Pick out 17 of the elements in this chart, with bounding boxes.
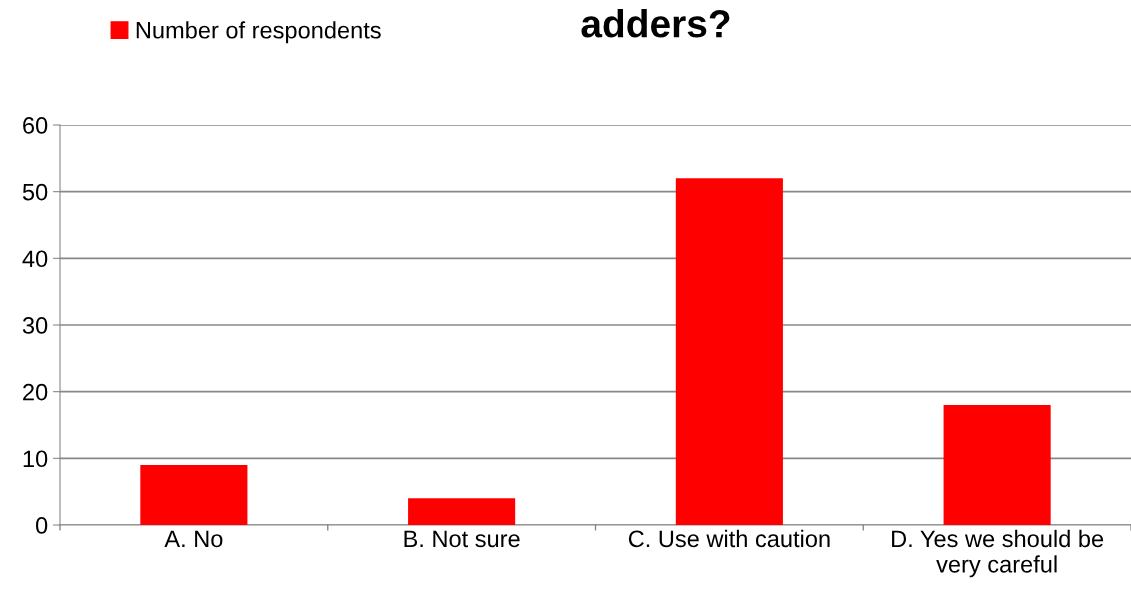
bar <box>140 465 248 525</box>
bar <box>675 178 783 525</box>
x-tick-label: A. No <box>164 530 223 548</box>
legend-label: Number of respondents <box>136 21 381 44</box>
y-tick-label: 60 <box>23 117 48 134</box>
x-tick-label: B. Not sure <box>404 530 520 548</box>
chart-title: adders? <box>581 9 730 38</box>
x-tick-label: D. Yes we should be very careful <box>892 529 1104 578</box>
y-tick-label: 50 <box>22 183 48 201</box>
y-tick-label: 30 <box>22 317 48 334</box>
bar <box>943 405 1051 525</box>
y-tick-label: 0 <box>35 517 48 534</box>
y-tick-label: 20 <box>23 383 48 401</box>
y-tick-label: 40 <box>22 250 48 268</box>
bar <box>408 498 516 525</box>
y-tick-label: 10 <box>23 450 48 468</box>
x-tick-label: C. Use with caution <box>628 529 830 548</box>
